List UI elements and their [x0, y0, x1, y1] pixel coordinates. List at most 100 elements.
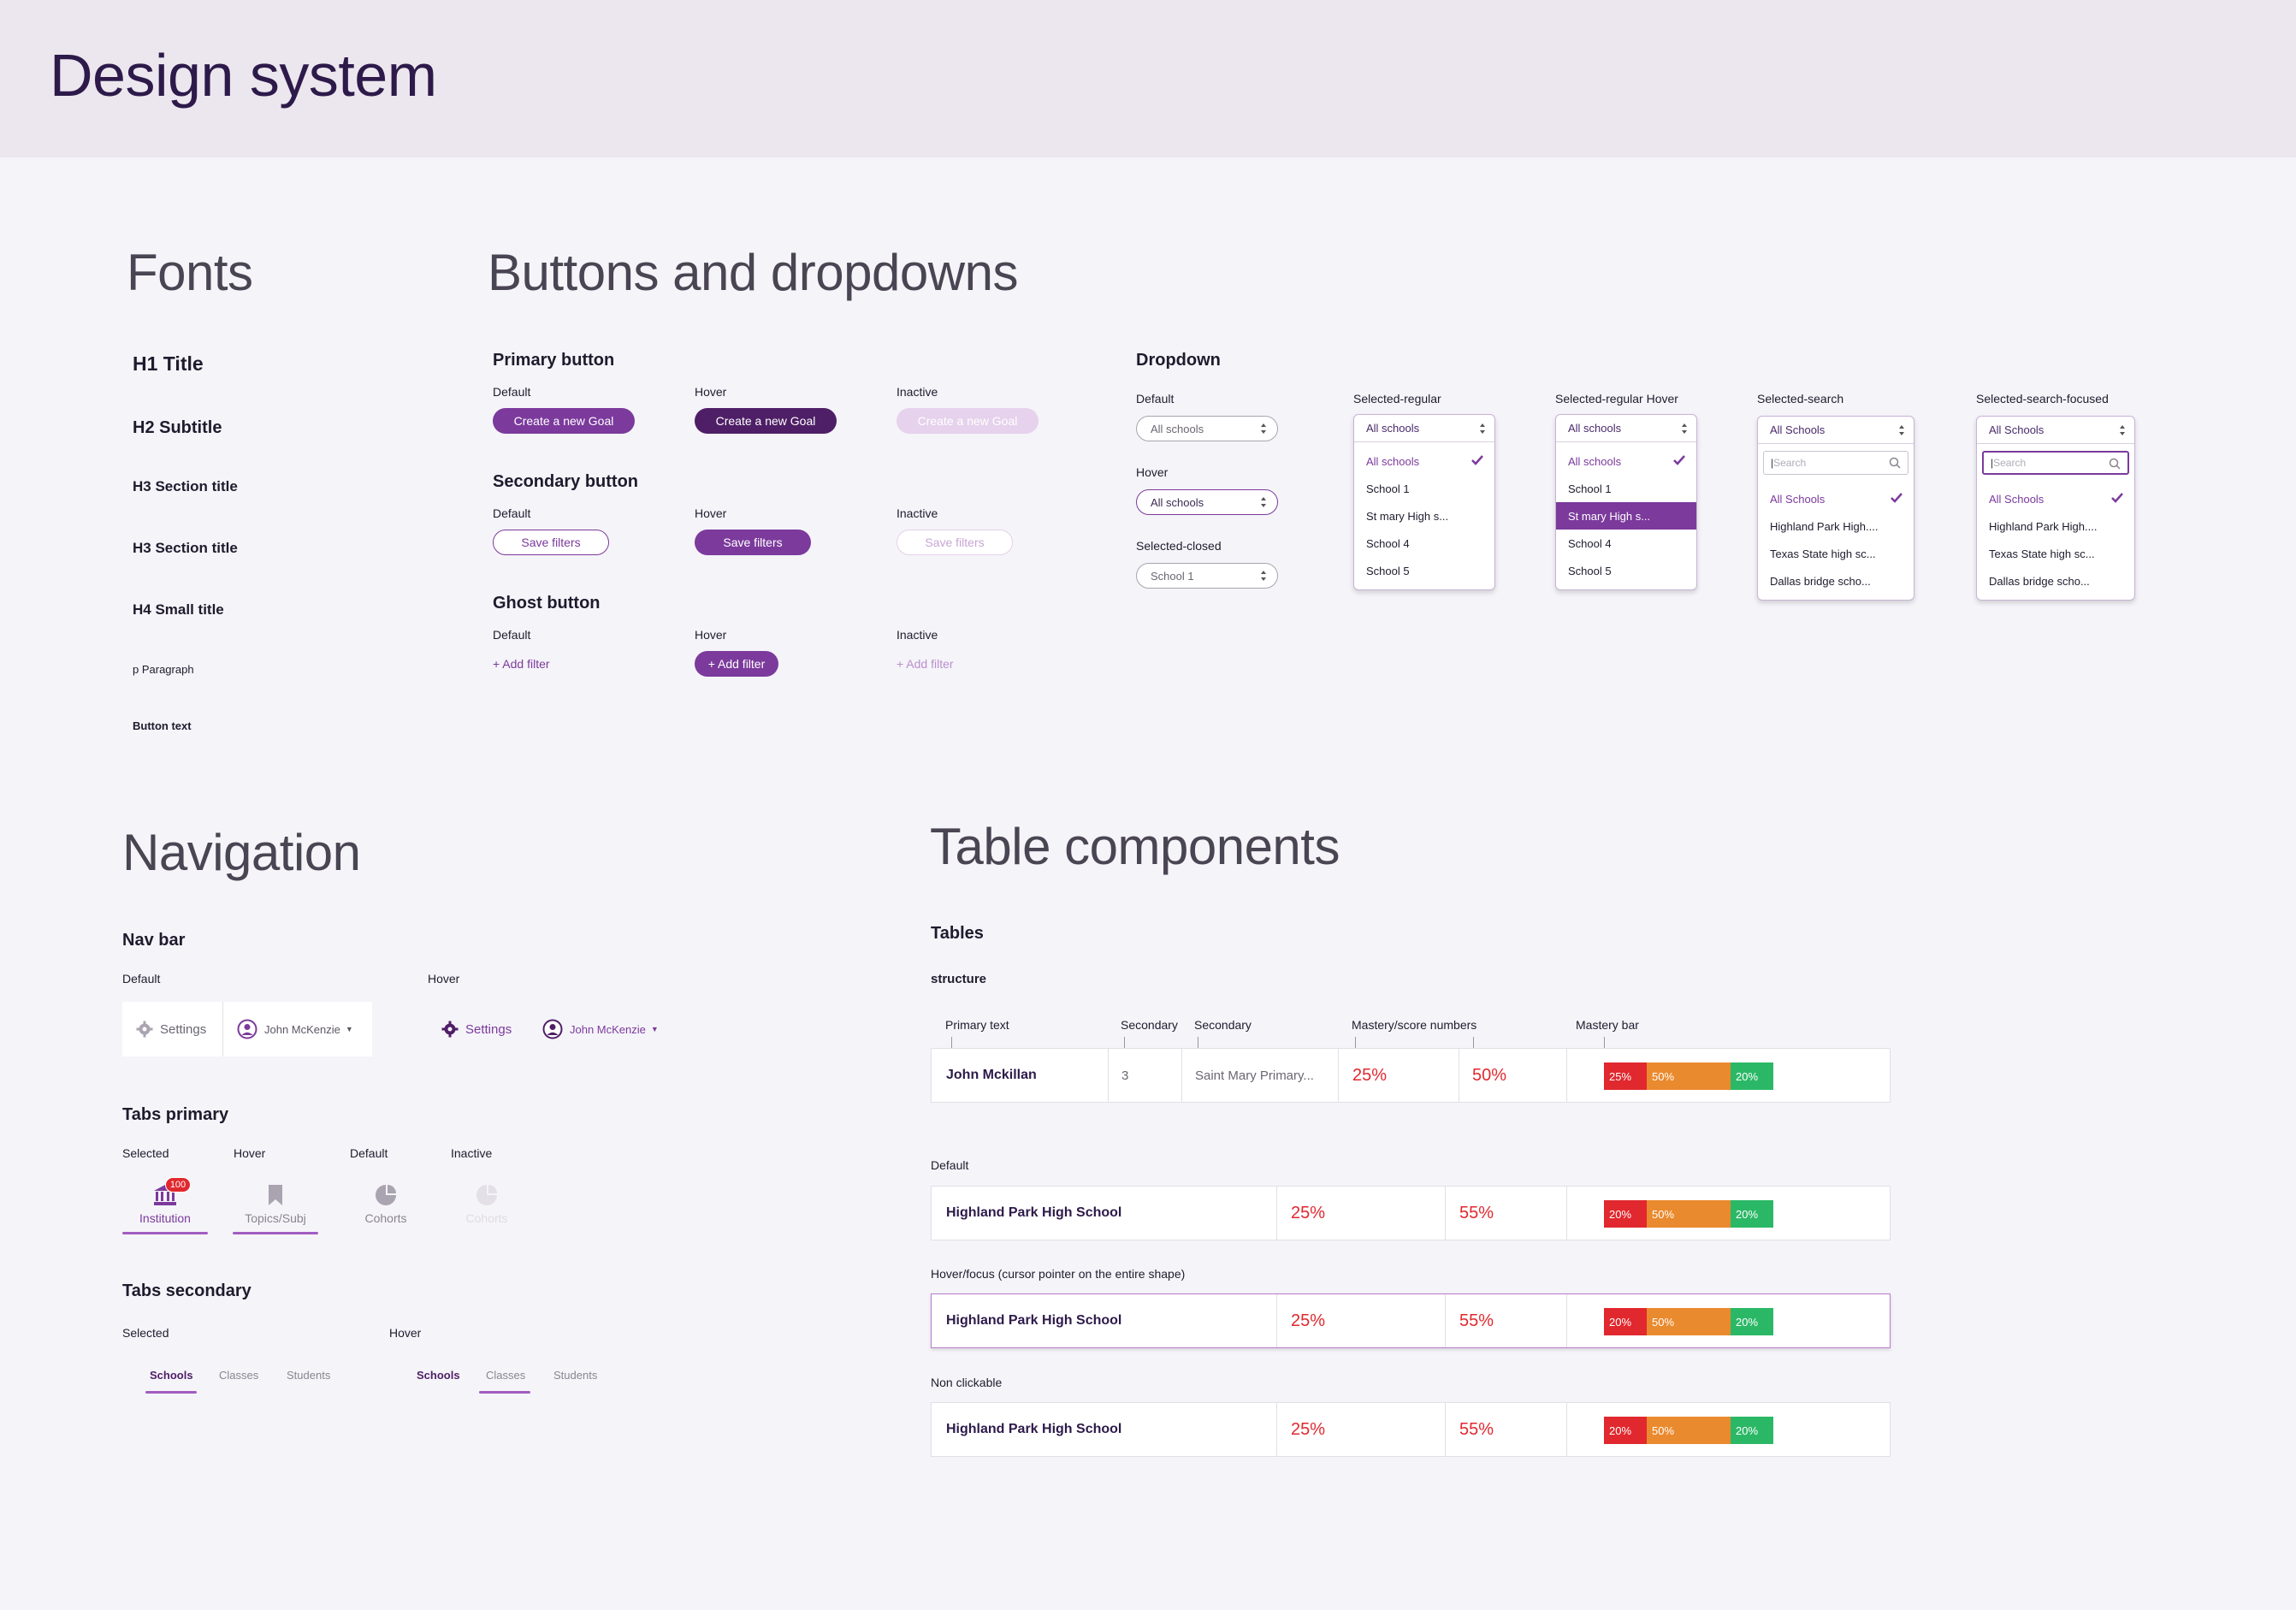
dropdown-option[interactable]: School 1	[1366, 482, 1410, 495]
secondary-button-default[interactable]: Save filters	[493, 530, 609, 555]
dropdown-search-focused-label: Selected-search-focused	[1976, 392, 2109, 405]
sort-arrows-icon	[2120, 425, 2125, 435]
dropdown-option[interactable]: All Schools	[1758, 485, 1914, 512]
dropdown-option[interactable]: Highland Park High....	[1989, 519, 2098, 533]
sort-arrows-icon	[1261, 497, 1266, 507]
cell-divider	[1445, 1187, 1446, 1240]
font-sample-button-text: Button text	[133, 719, 192, 732]
navbar-hover: Settings John McKenzie ▼	[428, 1002, 684, 1057]
mastery-bar-red: 20%	[1604, 1417, 1647, 1444]
state-label-default: Default	[493, 628, 531, 642]
dropdown-head[interactable]: All schools	[1556, 415, 1696, 442]
cell-divider	[1276, 1403, 1277, 1456]
state-label-hover: Hover	[695, 385, 727, 399]
mastery-bar: 20% 50% 20%	[1604, 1200, 1773, 1228]
tab-topics-hover[interactable]: Topics/Subj	[233, 1181, 318, 1225]
dropdown-option[interactable]: All schools	[1354, 447, 1494, 475]
annotation-line	[1355, 1037, 1356, 1056]
page-header: Design system	[0, 0, 2296, 157]
tabs-primary-title: Tabs primary	[122, 1105, 229, 1124]
nav-user-menu-hover[interactable]: John McKenzie ▼	[529, 1019, 659, 1039]
dropdown-option[interactable]: Dallas bridge scho...	[1989, 574, 2090, 588]
dropdown-selected-search[interactable]: All Schools | Search All Schools Highland…	[1757, 416, 1914, 601]
dropdown-selected-closed[interactable]: School 1	[1136, 563, 1278, 589]
mastery-bar: 25% 50% 20%	[1604, 1062, 1773, 1090]
dropdown-value: School 1	[1151, 569, 1194, 583]
dropdown-option[interactable]: School 5	[1568, 564, 1612, 577]
nav-user-menu[interactable]: John McKenzie ▼	[223, 1019, 353, 1039]
dropdown-option[interactable]: Texas State high sc...	[1989, 547, 2095, 560]
buttons-section-title: Buttons and dropdowns	[488, 244, 1018, 301]
cell-divider	[1566, 1187, 1567, 1240]
tab-secondary-students[interactable]: Students	[553, 1369, 598, 1382]
secondary-button-hover[interactable]: Save filters	[695, 530, 811, 555]
dropdown-head[interactable]: All Schools	[1758, 417, 1914, 444]
dropdown-selected-regular[interactable]: All schools All schools School 1 St mary…	[1353, 414, 1495, 590]
annotation-primary-text: Primary text	[945, 1018, 1009, 1032]
dropdown-option[interactable]: School 1	[1568, 482, 1612, 495]
tab-secondary-schools[interactable]: Schools	[417, 1369, 460, 1382]
dropdown-option[interactable]: All schools	[1556, 447, 1696, 475]
mastery-bar: 20% 50% 20%	[1604, 1308, 1773, 1335]
tabs-secondary-hover-label: Hover	[389, 1326, 422, 1340]
caret-down-icon: ▼	[650, 1025, 659, 1033]
dropdown-option[interactable]: Texas State high sc...	[1770, 547, 1876, 560]
cell-primary-text: Highland Park High School	[946, 1313, 1122, 1328]
dropdown-selected-regular-hover[interactable]: All schools All schools School 1 St mary…	[1555, 414, 1697, 590]
dropdown-search-input-focused[interactable]: | Search	[1982, 451, 2129, 475]
dropdown-hover[interactable]: All schools	[1136, 489, 1278, 515]
primary-button-default[interactable]: Create a new Goal	[493, 408, 635, 434]
state-label-default: Default	[493, 385, 531, 399]
tab-selected-underline	[122, 1232, 208, 1234]
notification-badge: 100	[165, 1177, 191, 1193]
page-title: Design system	[50, 42, 437, 109]
table-row-hover[interactable]: Highland Park High School 25% 55% 20% 50…	[931, 1293, 1891, 1348]
navbar-title: Nav bar	[122, 931, 186, 950]
nav-settings-hover[interactable]: Settings	[428, 1002, 529, 1057]
tab-institution-selected[interactable]: 100 Institution	[122, 1177, 208, 1225]
navbar-hover-label: Hover	[428, 972, 460, 986]
dropdown-value: All schools	[1151, 422, 1204, 435]
dropdown-option[interactable]: School 5	[1366, 564, 1410, 577]
sort-arrows-icon	[1261, 423, 1266, 434]
caret-down-icon: ▼	[345, 1025, 353, 1033]
dropdown-option[interactable]: St mary High s...	[1366, 509, 1449, 523]
dropdown-head[interactable]: All schools	[1354, 415, 1494, 442]
dropdown-title: Dropdown	[1136, 351, 1221, 370]
mastery-bar-red: 20%	[1604, 1308, 1647, 1335]
state-label-inactive: Inactive	[897, 628, 938, 642]
tab-secondary-schools[interactable]: Schools	[150, 1369, 193, 1382]
dropdown-option[interactable]: School 4	[1366, 536, 1410, 550]
dropdown-hover-label: Hover	[1136, 465, 1169, 479]
dropdown-option[interactable]: All Schools	[1977, 485, 2134, 512]
dropdown-head[interactable]: All Schools	[1977, 417, 2134, 444]
dropdown-option-hovered[interactable]: St mary High s...	[1556, 502, 1696, 530]
cell-score: 50%	[1472, 1065, 1507, 1085]
search-icon	[2109, 458, 2121, 470]
tab-secondary-classes[interactable]: Classes	[219, 1369, 259, 1382]
tab-cohorts-default[interactable]: Cohorts	[343, 1181, 429, 1225]
dropdown-option[interactable]: Highland Park High....	[1770, 519, 1879, 533]
secondary-button-title: Secondary button	[493, 472, 639, 491]
dropdown-default[interactable]: All schools	[1136, 416, 1278, 441]
table-row-default[interactable]: Highland Park High School 25% 55% 20% 50…	[931, 1186, 1891, 1240]
dropdown-search-input[interactable]: | Search	[1763, 451, 1908, 475]
tab-label: Topics/Subj	[245, 1211, 306, 1225]
dropdown-option[interactable]: Dallas bridge scho...	[1770, 574, 1871, 588]
nav-settings[interactable]: Settings	[122, 1002, 223, 1057]
dropdown-selected-search-focused[interactable]: All Schools | Search All Schools Highland…	[1976, 416, 2135, 601]
pie-chart-icon	[476, 1185, 497, 1205]
ghost-button-hover[interactable]: + Add filter	[695, 651, 778, 677]
cell-divider	[1566, 1294, 1567, 1347]
font-sample-h4: H4 Small title	[133, 601, 224, 618]
annotation-secondary: Secondary	[1121, 1018, 1178, 1032]
tab-secondary-students[interactable]: Students	[287, 1369, 331, 1382]
tab-cohorts-inactive: Cohorts	[444, 1181, 530, 1225]
dropdown-option[interactable]: School 4	[1568, 536, 1612, 550]
ghost-button-default[interactable]: + Add filter	[493, 657, 550, 671]
tab-secondary-classes-hover[interactable]: Classes	[486, 1369, 526, 1382]
table-row-structure: John Mckillan 3 Saint Mary Primary... 25…	[931, 1048, 1891, 1103]
check-icon	[2111, 493, 2123, 503]
mastery-bar: 20% 50% 20%	[1604, 1417, 1773, 1444]
primary-button-hover[interactable]: Create a new Goal	[695, 408, 837, 434]
